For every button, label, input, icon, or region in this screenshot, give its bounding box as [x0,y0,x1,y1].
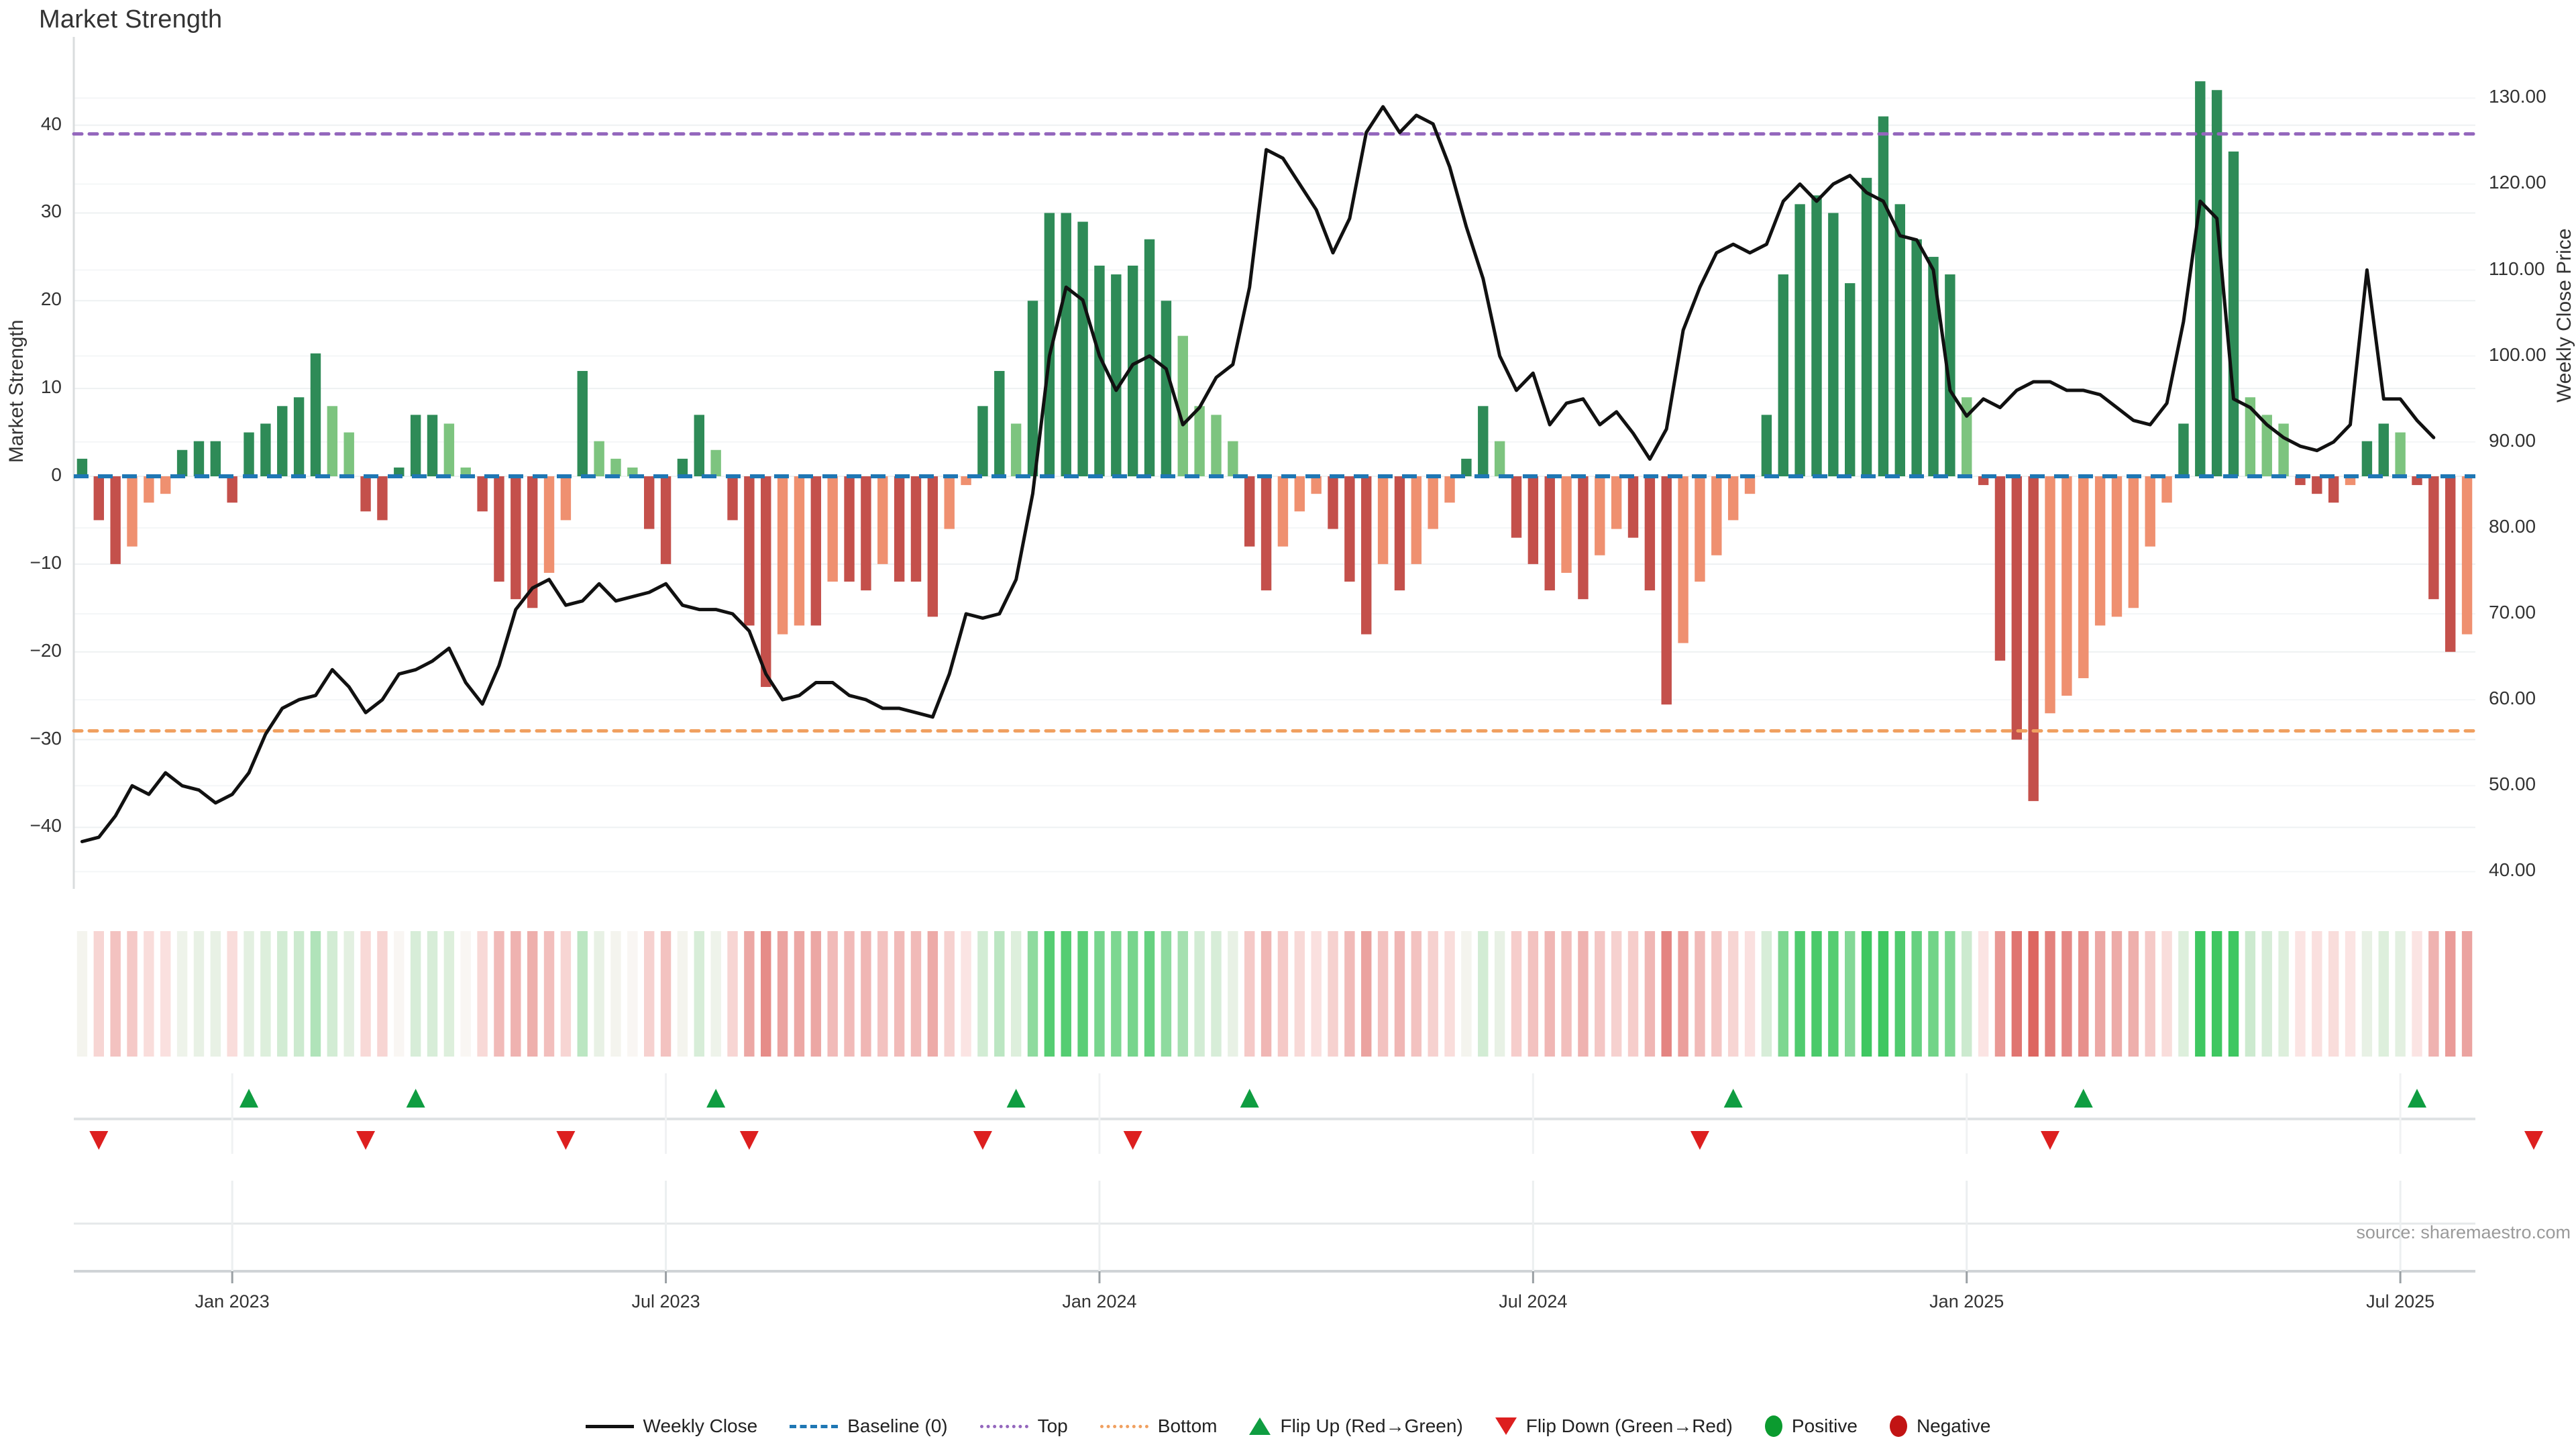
y-tick-right: 120.00 [2489,172,2546,193]
legend-item-baseline[interactable]: Baseline (0) [790,1415,948,1437]
legend-item-weekly-close[interactable]: Weekly Close [585,1415,758,1437]
y-tick-right: 60.00 [2489,688,2536,709]
circle-icon [1764,1415,1782,1437]
legend-item-flip-down[interactable]: Flip Down (Green→Red) [1495,1415,1733,1437]
y-tick-right: 90.00 [2489,429,2536,451]
dashed-line-icon [790,1424,839,1428]
x-tick: Jan 2024 [1062,1291,1137,1311]
y-tick-right: 80.00 [2489,515,2536,537]
legend-item-bottom[interactable]: Bottom [1099,1415,1218,1437]
legend-item-top[interactable]: Top [979,1415,1068,1437]
dotted-line-icon [1099,1424,1148,1428]
y-tick-left: 40 [40,113,62,134]
x-tick: Jan 2023 [195,1291,270,1311]
dotted-line-icon [979,1424,1028,1428]
page-title: Market Strength [39,5,223,34]
x-tick: Jul 2024 [1499,1291,1568,1311]
x-tick: Jul 2025 [2366,1291,2435,1311]
y-tick-left: −10 [30,551,62,573]
y-tick-right: 40.00 [2489,859,2536,881]
y-tick-left: 0 [51,464,62,485]
legend-label: Bottom [1157,1415,1218,1436]
legend-label: Flip Up (Red→Green) [1280,1415,1463,1436]
x-tick: Jul 2023 [631,1291,700,1311]
legend-item-flip-up[interactable]: Flip Up (Red→Green) [1249,1415,1463,1437]
y-tick-left: 10 [40,376,62,398]
source-credit: source: sharemaestro.com [2356,1222,2571,1242]
x-tick: Jan 2025 [1929,1291,2004,1311]
legend-item-negative[interactable]: Negative [1889,1415,1991,1437]
legend-label: Positive [1791,1415,1858,1436]
legend-label: Weekly Close [643,1415,758,1436]
legend-label: Flip Down (Green→Red) [1525,1415,1733,1436]
triangle-down-icon [1495,1417,1517,1435]
circle-icon [1889,1415,1907,1437]
legend-item-positive[interactable]: Positive [1764,1415,1858,1437]
y-tick-right: 50.00 [2489,773,2536,795]
y-tick-left: −30 [30,727,62,749]
y-tick-left: 20 [40,288,62,310]
legend-label: Top [1037,1415,1068,1436]
solid-line-icon [585,1424,634,1428]
y-tick-right: 130.00 [2489,86,2546,107]
legend-label: Baseline (0) [847,1415,948,1436]
chart-legend: Weekly Close Baseline (0) Top Bottom Flip Up… [0,1415,2576,1437]
y-tick-left: −20 [30,639,62,661]
y-tick-right: 100.00 [2489,343,2546,365]
triangle-up-icon [1249,1417,1271,1435]
y-tick-left: −40 [30,815,62,837]
legend-label: Negative [1916,1415,1991,1436]
y-tick-right: 70.00 [2489,602,2536,623]
y-tick-right: 110.00 [2489,258,2545,279]
y-tick-left: 30 [40,201,62,222]
